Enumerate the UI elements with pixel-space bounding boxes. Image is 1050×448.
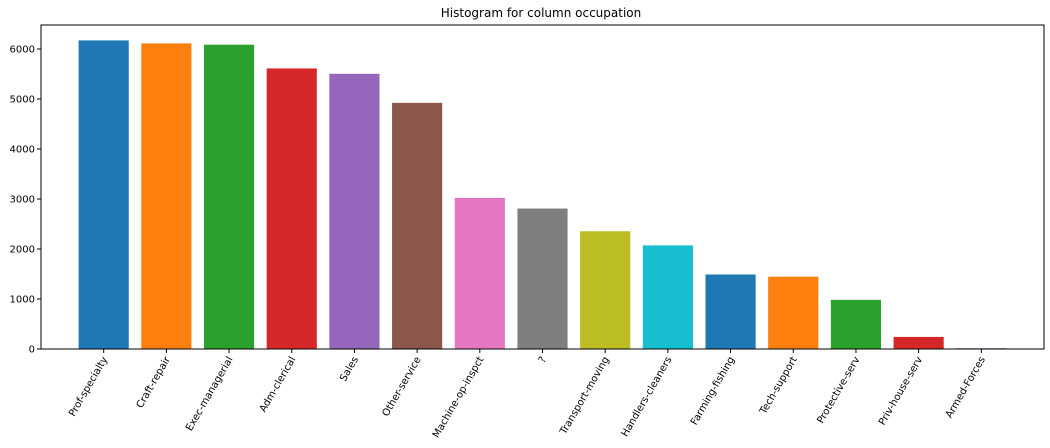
x-tick-label: Adm-clerical xyxy=(258,355,299,414)
y-tick-label: 0 xyxy=(29,345,35,356)
bars-group xyxy=(78,40,1007,350)
x-tick-label: Farming-fishing xyxy=(689,355,737,427)
x-tick-label: Craft-repair xyxy=(135,354,174,410)
bar- xyxy=(517,208,568,349)
bar-machine-op-inspct xyxy=(454,197,505,349)
x-tick-label: Protective-serv xyxy=(815,355,862,426)
bar-tech-support xyxy=(768,276,819,349)
x-tick-label: Tech-support xyxy=(758,355,800,417)
y-tick-label: 6000 xyxy=(10,45,35,56)
bar-priv-house-serv xyxy=(893,336,944,349)
x-tick-label: Armed-Forces xyxy=(944,355,988,420)
x-tick-label: Other-service xyxy=(381,355,424,419)
y-tick-label: 3000 xyxy=(10,195,35,206)
y-tick-label: 5000 xyxy=(10,95,35,106)
bar-exec-managerial xyxy=(203,44,255,349)
bar-handlers-cleaners xyxy=(642,245,693,349)
bar-sales xyxy=(329,73,380,350)
x-axis: Prof-specialty Craft-repair Exec-manageria… xyxy=(67,349,988,440)
plot-frame xyxy=(40,24,1045,350)
x-tick-label: ? xyxy=(537,355,549,365)
x-tick-label: Handlers-cleaners xyxy=(620,355,675,439)
x-tick-label: Sales xyxy=(338,355,361,384)
y-tick-label: 1000 xyxy=(10,295,35,306)
bar-prof-specialty xyxy=(78,40,129,350)
x-tick-label: Priv-house-serv xyxy=(877,355,925,427)
y-axis: 0 1000 2000 3000 4000 5000 6000 xyxy=(10,45,41,356)
bar-protective-serv xyxy=(830,299,882,349)
y-tick-label: 2000 xyxy=(10,245,35,256)
y-tick-label: 4000 xyxy=(10,145,35,156)
bar-transport-moving xyxy=(580,231,631,349)
bar-adm-clerical xyxy=(266,68,317,349)
bar-craft-repair xyxy=(141,43,192,350)
x-tick-label: Exec-managerial xyxy=(184,355,235,433)
bar-farming-fishing xyxy=(705,274,756,349)
x-tick-label: Transport-moving xyxy=(558,355,612,437)
bar-other-service xyxy=(392,102,443,349)
x-tick-label: Machine-op-inspct xyxy=(431,355,486,440)
chart-title: Histogram for column occupation xyxy=(441,6,641,20)
x-tick-label: Prof-specialty xyxy=(67,355,110,419)
